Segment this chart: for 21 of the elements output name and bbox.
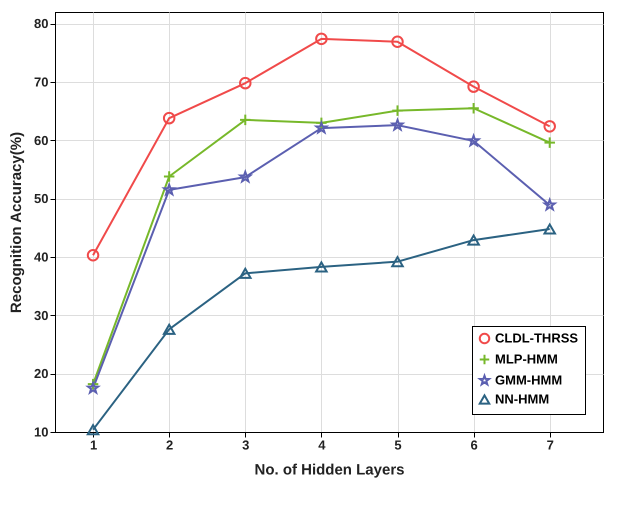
x-tick-label: 7 (546, 438, 554, 452)
legend-label: GMM-HMM (495, 372, 562, 388)
y-axis-title: Recognition Accuracy(%) (8, 132, 26, 314)
y-tick-label: 40 (34, 250, 48, 264)
x-tick-label: 6 (470, 438, 478, 452)
y-tick-label: 80 (34, 16, 48, 32)
x-tick-label: 4 (318, 438, 326, 452)
y-tick-label: 20 (34, 366, 48, 382)
x-tick-label: 2 (166, 438, 174, 452)
x-tick-label: 1 (90, 438, 98, 452)
legend-label: MLP-HMM (495, 352, 558, 366)
y-tick-label: 50 (34, 191, 48, 206)
y-tick-label: 10 (34, 424, 48, 440)
x-tick-label: 3 (242, 438, 250, 452)
y-tick-label: 70 (34, 74, 48, 90)
y-tick-label: 30 (34, 308, 48, 323)
x-tick-label: 5 (394, 438, 402, 452)
x-axis-title: No. of Hidden Layers (254, 462, 405, 478)
y-tick-label: 60 (34, 132, 48, 148)
legend-label: CLDL-THRSS (495, 330, 578, 346)
legend-label: NN-HMM (495, 392, 550, 406)
